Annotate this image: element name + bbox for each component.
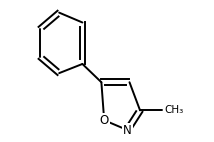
Text: N: N (123, 124, 132, 137)
Text: O: O (100, 114, 109, 127)
Text: CH₃: CH₃ (164, 105, 183, 115)
